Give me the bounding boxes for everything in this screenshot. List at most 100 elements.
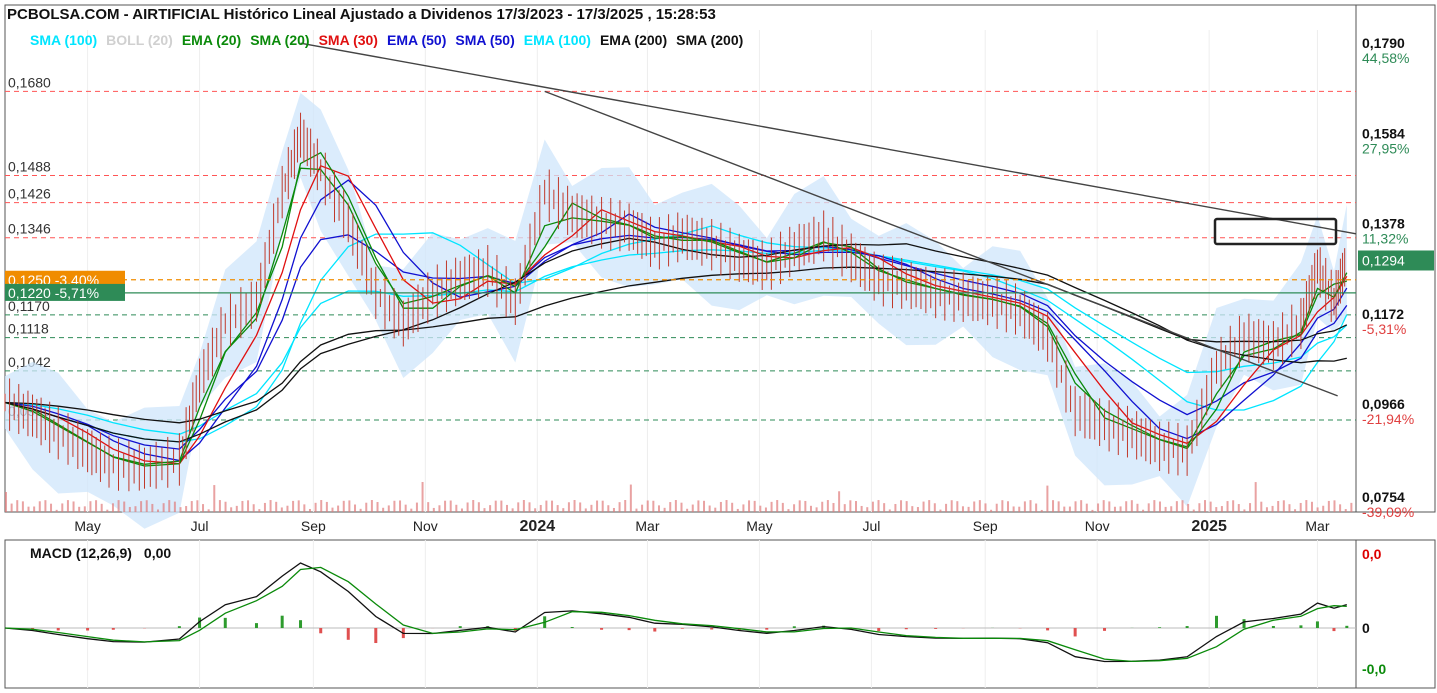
volume-bar (961, 506, 964, 512)
volume-bar (584, 508, 587, 512)
volume-bar (1063, 506, 1066, 512)
volume-bar (1220, 506, 1223, 512)
macd-y-label: 0 (1362, 620, 1370, 636)
x-tick-label: Sep (301, 518, 326, 534)
volume-bar (686, 508, 689, 512)
volume-bar (106, 509, 109, 512)
volume-bar (1046, 485, 1049, 512)
volume-bar (1136, 503, 1139, 512)
volume-bar (995, 503, 998, 512)
level-label: 0,1118 (8, 321, 49, 337)
volume-bar (218, 500, 221, 512)
volume-bar (314, 502, 317, 512)
volume-bar (821, 501, 824, 512)
legend-item: EMA (100) (523, 32, 591, 48)
volume-bar (410, 508, 413, 512)
x-tick-label: 2024 (520, 518, 556, 535)
volume-bar (185, 506, 188, 512)
volume-bar (444, 500, 447, 512)
volume-bar (134, 506, 137, 512)
volume-bar (922, 501, 925, 512)
volume-bar (1035, 503, 1038, 512)
volume-bar (900, 500, 903, 512)
legend-item: EMA (200) (599, 32, 668, 48)
volume-bar (365, 502, 368, 512)
volume-bar (1198, 503, 1201, 512)
volume-bar (990, 509, 993, 512)
volume-bar (809, 505, 812, 512)
y-axis-pct-label: 44,58% (1362, 50, 1409, 66)
volume-bar (1316, 507, 1319, 512)
macd-signal-line (4, 566, 1347, 663)
volume-bar (838, 491, 841, 512)
macd-y-label: -0,0 (1362, 661, 1386, 677)
volume-bar (55, 509, 58, 512)
volume-bar (612, 507, 615, 512)
volume-bar (759, 505, 762, 512)
volume-bar (359, 508, 362, 512)
volume-bar (1226, 501, 1229, 512)
macd-line (4, 562, 1347, 663)
y-axis-label: 0,1378 (1362, 216, 1405, 232)
volume-bar (275, 501, 278, 512)
volume-bar (415, 502, 418, 512)
volume-bar (78, 506, 81, 512)
volume-bar (10, 503, 13, 512)
marked-level-label: 0,1220 -5,71% (8, 285, 99, 301)
volume-bar (556, 505, 559, 512)
chart-title: PCBOLSA.COM - AIRTIFICIAL Histórico Line… (7, 6, 716, 23)
macd-title-text: MACD (12,26,9) (30, 545, 132, 561)
volume-bar (967, 506, 970, 512)
volume-bar (579, 502, 582, 512)
level-label: 0,1488 (8, 158, 51, 174)
last-price-label: 0,1294 (1362, 252, 1405, 268)
volume-bar (894, 503, 897, 512)
volume-bar (33, 506, 36, 512)
volume-bar (269, 500, 272, 512)
volume-bar (21, 501, 24, 512)
volume-bar (83, 506, 86, 512)
volume-bar (286, 505, 289, 512)
volume-bar (494, 500, 497, 512)
volume-bar (460, 508, 463, 512)
volume-bar (764, 507, 767, 512)
legend-item: SMA (200) (676, 32, 744, 48)
volume-bar (483, 508, 486, 512)
highlight-box (1213, 217, 1338, 246)
volume-bar (618, 502, 621, 512)
volume-bar (1282, 500, 1285, 512)
volume-bar (168, 500, 171, 512)
volume-bar (1327, 500, 1330, 512)
y-axis-label: 0,1584 (1362, 125, 1405, 141)
volume-bar (877, 500, 880, 512)
volume-bar (748, 500, 751, 512)
volume-bar (399, 500, 402, 512)
volume-bar (1068, 506, 1071, 512)
volume-bar (1260, 501, 1263, 512)
volume-bar (1310, 501, 1313, 512)
volume-bar (66, 500, 69, 512)
volume-bar (50, 503, 53, 512)
volume-bar (1085, 503, 1088, 512)
volume-bar (1164, 506, 1167, 512)
x-tick-label: Nov (1085, 518, 1110, 534)
volume-bar (421, 482, 424, 512)
volume-bar (1158, 501, 1161, 512)
volume-bar (669, 502, 672, 512)
volume-bar (528, 502, 531, 512)
x-tick-label: Mar (1305, 518, 1329, 534)
y-axis-pct-label: -39,09% (1362, 504, 1414, 520)
volume-bar (697, 500, 700, 512)
volume-bar (202, 504, 205, 512)
legend-item: SMA (100) (30, 32, 98, 48)
volume-bar (1119, 506, 1122, 512)
volume-bar (883, 503, 886, 512)
trendline-short (544, 90, 1338, 397)
marked-level-tag (5, 270, 125, 288)
volume-bar (280, 507, 283, 512)
volume-bar (539, 504, 542, 512)
volume-bar (1108, 501, 1111, 512)
volume-bar (567, 502, 570, 512)
volume-bar (472, 500, 475, 512)
